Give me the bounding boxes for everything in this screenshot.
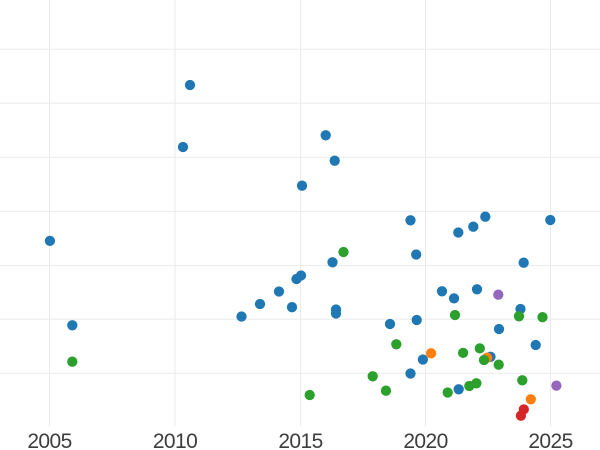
svg-text:2025: 2025 xyxy=(528,430,572,450)
svg-text:2015: 2015 xyxy=(278,430,322,450)
svg-text:2010: 2010 xyxy=(153,430,197,450)
svg-text:2005: 2005 xyxy=(27,430,71,450)
svg-text:2020: 2020 xyxy=(403,430,447,450)
